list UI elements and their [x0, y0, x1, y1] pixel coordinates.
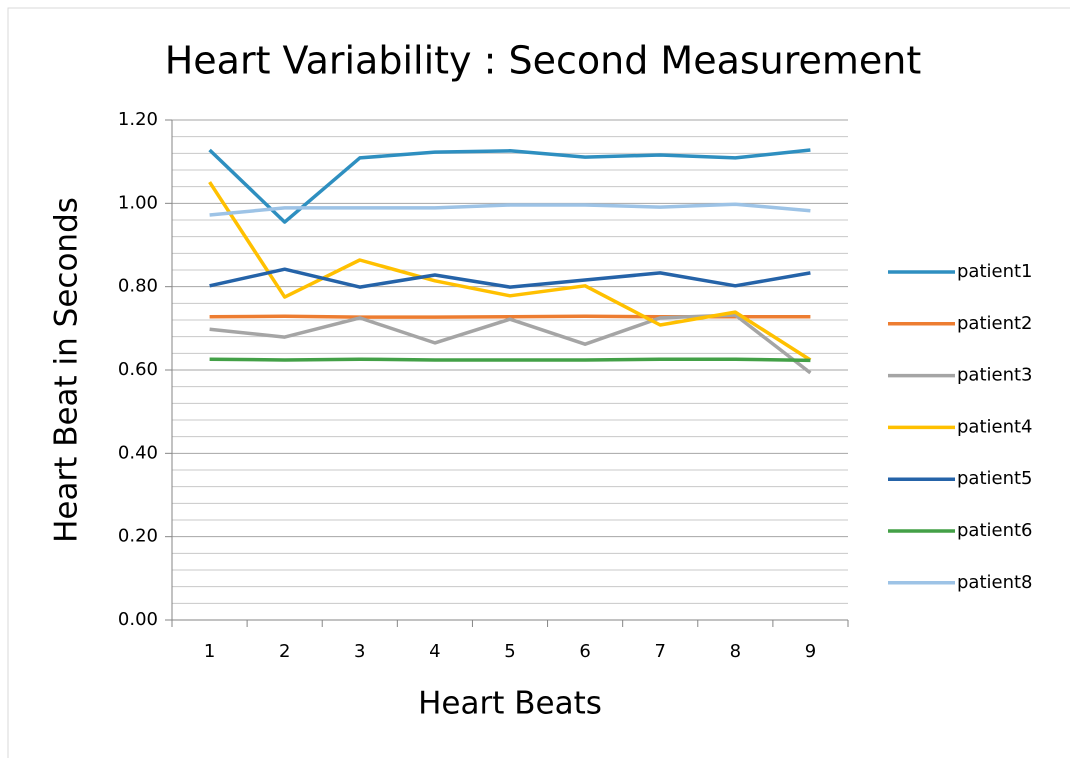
series-line [209, 267, 811, 289]
y-tick-label: 0.40 [118, 442, 158, 463]
chart-title: Heart Variability : Second Measurement [165, 39, 922, 83]
x-tick-label: 1 [204, 641, 215, 662]
x-tick-label: 5 [504, 641, 515, 662]
series-line [209, 357, 811, 363]
x-tick-label: 2 [279, 641, 290, 662]
y-tick-label: 0.80 [118, 276, 158, 297]
x-tick-label: 6 [579, 641, 590, 662]
series-line [208, 148, 811, 224]
x-axis-label: Heart Beats [418, 686, 602, 722]
legend-label: patient4 [957, 416, 1033, 437]
x-tick-label: 3 [354, 641, 365, 662]
legend-label: patient2 [957, 313, 1033, 334]
series-line [209, 202, 811, 217]
y-tick-label: 1.00 [118, 192, 158, 213]
y-tick-label: 0.60 [118, 359, 158, 380]
legend-label: patient6 [957, 520, 1033, 541]
legend-label: patient8 [957, 572, 1033, 593]
y-axis-label: Heart Beat in Seconds [49, 197, 85, 543]
legend-label: patient5 [957, 468, 1033, 489]
x-tick-label: 8 [730, 641, 741, 662]
y-tick-label: 0.20 [118, 526, 158, 547]
x-tick-label: 9 [805, 641, 816, 662]
x-tick-label: 7 [654, 641, 665, 662]
x-tick-label: 4 [429, 641, 440, 662]
legend-label: patient1 [957, 261, 1033, 282]
y-tick-label: 1.20 [118, 109, 158, 130]
chart-border [7, 7, 1070, 758]
series-line [208, 181, 812, 362]
legend-label: patient3 [957, 365, 1033, 386]
y-tick-label: 0.00 [118, 609, 158, 630]
